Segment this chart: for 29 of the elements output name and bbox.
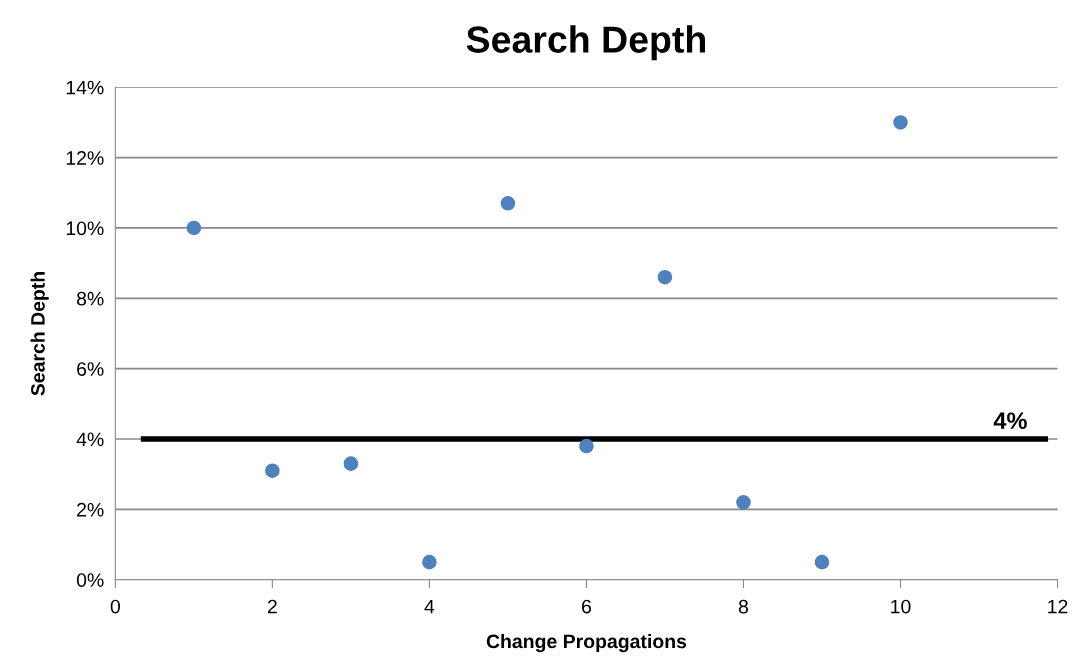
point: [422, 554, 437, 570]
point: [186, 220, 202, 236]
x-tick-label: 2: [267, 599, 277, 614]
chart-title: Search Depth: [466, 25, 705, 61]
y-tick-label: 6%: [77, 362, 104, 376]
x-tick-label: 10: [891, 599, 911, 614]
x-tick-label: 6: [582, 599, 591, 614]
y-tick-label: 10%: [66, 221, 104, 236]
x-tick-label: 12: [1048, 599, 1068, 614]
y-tick-label: 0%: [76, 573, 104, 587]
point: [814, 554, 830, 570]
point: [265, 463, 280, 478]
point: [343, 456, 359, 471]
x-tick-label: 4: [424, 599, 435, 614]
ref-line-label: 4%: [993, 412, 1027, 430]
x-axis-title: Change Propagations: [486, 633, 687, 653]
point: [500, 196, 516, 211]
point: [893, 115, 908, 130]
point: [657, 269, 673, 285]
y-axis-title: Search Depth: [30, 272, 49, 396]
point: [579, 438, 594, 454]
x-tick-label: 8: [738, 599, 749, 614]
y-tick-label: 4%: [76, 432, 104, 447]
y-tick-label: 2%: [77, 502, 104, 517]
y-tick-label: 14%: [66, 80, 104, 95]
y-tick-label: 8%: [76, 291, 104, 306]
point: [736, 495, 751, 510]
x-tick-label: 0: [110, 599, 120, 614]
y-tick-label: 12%: [66, 151, 104, 165]
